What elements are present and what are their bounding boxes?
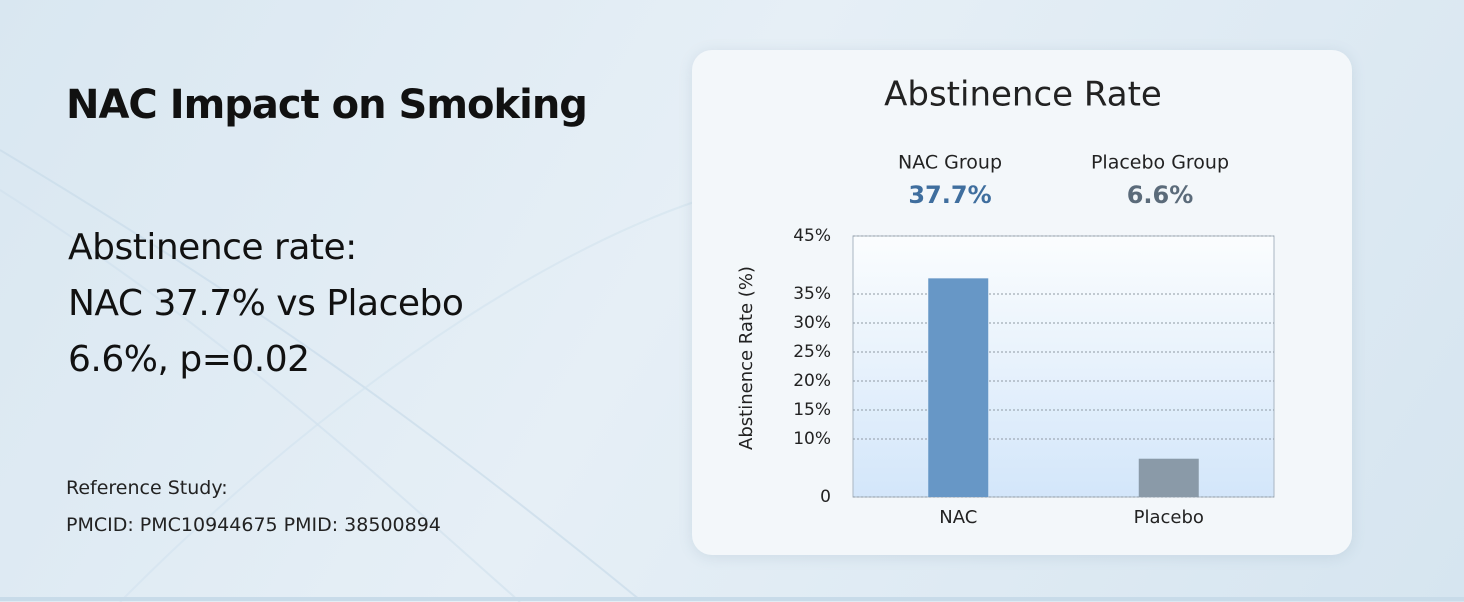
group-label: NAC Group	[898, 152, 1002, 174]
y-tick-label: 35%	[793, 284, 831, 304]
y-tick-label: 20%	[793, 371, 831, 391]
chart: Abstinence Rate Abstinence Rate (%) 0 10%…	[736, 75, 1275, 528]
y-tick-label: 15%	[793, 400, 831, 420]
page-title: NAC Impact on Smoking	[66, 82, 588, 128]
summary-line: 6.6%, p=0.02	[68, 339, 310, 380]
group-value: 6.6%	[1127, 181, 1194, 209]
x-tick-label: Placebo	[1134, 507, 1204, 528]
y-tick-label: 25%	[793, 342, 831, 362]
summary-line: Abstinence rate:	[68, 227, 357, 268]
chart-title: Abstinence Rate	[884, 75, 1162, 115]
chart-card: Abstinence Rate Abstinence Rate (%) 0 10%…	[692, 50, 1352, 555]
bar	[1138, 458, 1199, 497]
y-tick-label: 45%	[793, 226, 831, 246]
x-tick-label: NAC	[939, 507, 977, 528]
bar	[928, 278, 989, 497]
group-value: 37.7%	[908, 181, 991, 209]
y-axis-label: Abstinence Rate (%)	[736, 266, 757, 450]
y-tick-label: 0	[820, 487, 831, 507]
reference: Reference Study: PMCID: PMC10944675 PMID…	[66, 470, 441, 544]
reference-line: PMCID: PMC10944675 PMID: 38500894	[66, 514, 441, 536]
summary: Abstinence rate: NAC 37.7% vs Placebo 6.…	[68, 220, 464, 388]
y-tick-label: 10%	[793, 429, 831, 449]
reference-line: Reference Study:	[66, 477, 228, 499]
summary-line: NAC 37.7% vs Placebo	[68, 283, 464, 324]
y-tick-label: 30%	[793, 313, 831, 333]
plot-area	[852, 235, 1275, 498]
group-label: Placebo Group	[1091, 152, 1229, 174]
